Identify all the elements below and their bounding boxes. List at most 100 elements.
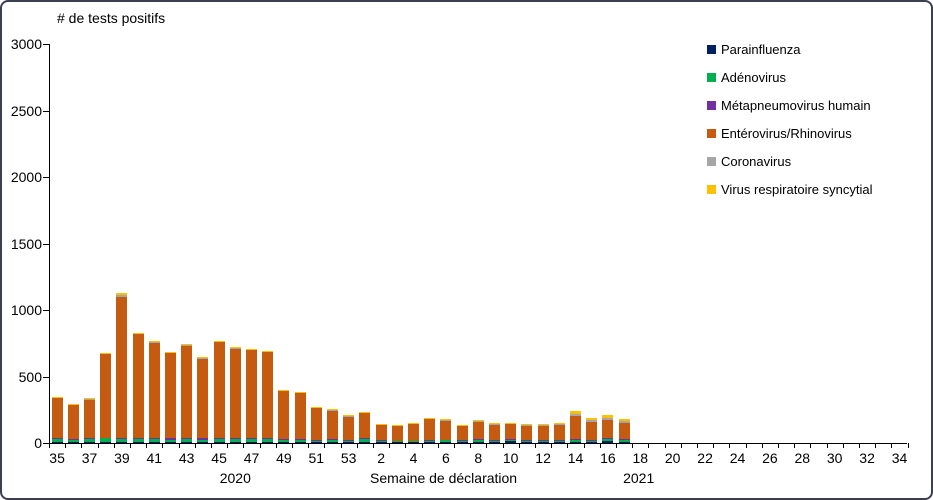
- bar-segment-ent-rovirus-rhinovirus: [505, 423, 517, 440]
- bar-segment-parainfluenza: [246, 441, 257, 443]
- bar-segment-ent-rovirus-rhinovirus: [489, 424, 500, 441]
- bar-segment-ent-rovirus-rhinovirus: [148, 342, 160, 438]
- bar-segment-virus-respiratoire-syncytial: [116, 292, 128, 295]
- x-tick-label: 6: [441, 450, 450, 466]
- bar-segment-coronavirus: [521, 424, 533, 426]
- bar-segment-virus-respiratoire-syncytial: [537, 423, 549, 425]
- x-tick-mark: [583, 443, 585, 448]
- bar-segment-coronavirus: [197, 357, 209, 359]
- x-tick-mark: [697, 443, 698, 448]
- bar-week-44: [197, 357, 209, 443]
- x-tick-mark: [875, 443, 877, 448]
- legend-swatch: [707, 44, 716, 54]
- y-tick-label: 2500: [10, 102, 42, 119]
- x-tick-label: 49: [276, 450, 292, 466]
- bar-segment-virus-respiratoire-syncytial: [294, 391, 306, 393]
- x-tick-mark: [891, 443, 893, 448]
- bar-segment-coronavirus: [472, 420, 484, 422]
- x-tick-label: 8: [474, 450, 483, 466]
- x-tick-mark: [211, 443, 212, 448]
- bar-week-47: [246, 348, 257, 443]
- bar-segment-ent-rovirus-rhinovirus: [51, 397, 63, 439]
- bar-segment-ent-rovirus-rhinovirus: [375, 424, 387, 441]
- bar-week-50: [294, 391, 306, 443]
- bar-segment-ad-novirus: [327, 439, 338, 443]
- bar-segment-ent-rovirus-rhinovirus: [294, 392, 306, 439]
- x-tick-mark: [146, 443, 148, 448]
- x-tick-label: 2: [377, 450, 385, 466]
- legend-label: Parainfluenza: [721, 41, 801, 57]
- bar-segment-parainfluenza: [391, 442, 403, 443]
- x-tick-mark: [778, 443, 779, 448]
- y-tick-mark: [43, 44, 49, 45]
- bar-segment-parainfluenza: [327, 442, 338, 443]
- bar-segment-parainfluenza: [618, 441, 630, 443]
- bar-segment-ent-rovirus-rhinovirus: [440, 420, 452, 440]
- x-tick-mark: [729, 443, 731, 448]
- bar-segment-ent-rovirus-rhinovirus: [84, 399, 95, 439]
- bar-week-38: [100, 352, 112, 443]
- bar-segment-m-tapneumovirus-humain: [343, 439, 355, 441]
- bar-segment-coronavirus: [618, 421, 630, 424]
- bar-segment-virus-respiratoire-syncytial: [375, 423, 387, 425]
- bar-segment-virus-respiratoire-syncytial: [213, 340, 225, 342]
- bar-segment-parainfluenza: [84, 441, 95, 443]
- bar-segment-m-tapneumovirus-humain: [359, 438, 371, 439]
- x-tick-mark: [405, 443, 407, 448]
- bar-segment-ent-rovirus-rhinovirus: [181, 345, 193, 438]
- bar-week-9: [489, 423, 500, 443]
- x-tick-label: 43: [178, 450, 195, 466]
- bar-segment-ad-novirus: [213, 439, 225, 443]
- bar-segment-parainfluenza: [472, 441, 484, 443]
- y-tick-mark: [43, 310, 49, 311]
- bar-segment-parainfluenza: [537, 442, 549, 443]
- bar-segment-m-tapneumovirus-humain: [51, 438, 63, 439]
- bar-segment-ad-novirus: [391, 441, 403, 443]
- bar-segment-virus-respiratoire-syncytial: [343, 415, 355, 417]
- bar-segment-parainfluenza: [521, 441, 533, 443]
- bar-segment-ad-novirus: [148, 438, 160, 442]
- bar-segment-coronavirus: [537, 424, 549, 426]
- y-tick-mark: [43, 443, 49, 444]
- bar-segment-virus-respiratoire-syncytial: [391, 424, 403, 426]
- bar-week-3: [391, 424, 403, 443]
- x-tick-mark: [859, 443, 860, 448]
- x-tick-mark: [373, 443, 374, 448]
- x-tick-label: 20: [664, 450, 681, 466]
- bar-segment-virus-respiratoire-syncytial: [456, 425, 468, 426]
- bar-segment-coronavirus: [116, 294, 128, 298]
- x-tick-label: 39: [114, 450, 130, 466]
- bar-week-6: [440, 419, 452, 443]
- bar-segment-ent-rovirus-rhinovirus: [359, 413, 371, 439]
- bar-segment-ad-novirus: [51, 439, 63, 442]
- bar-segment-parainfluenza: [602, 440, 614, 443]
- bar-segment-m-tapneumovirus-humain: [294, 439, 306, 440]
- bar-segment-virus-respiratoire-syncytial: [246, 348, 257, 350]
- bar-segment-virus-respiratoire-syncytial: [84, 398, 95, 400]
- bar-week-15: [586, 417, 598, 443]
- bar-segment-parainfluenza: [148, 441, 160, 443]
- x-tick-label: 47: [243, 450, 260, 466]
- legend-label: Entérovirus/Rhinovirus: [721, 125, 852, 141]
- bar-segment-ent-rovirus-rhinovirus: [213, 342, 225, 438]
- bar-week-12: [537, 423, 549, 443]
- x-tick-mark: [535, 443, 536, 448]
- bar-week-46: [229, 347, 241, 443]
- bar-segment-ent-rovirus-rhinovirus: [229, 348, 241, 438]
- bar-segment-parainfluenza: [165, 442, 176, 443]
- bar-week-2: [375, 423, 387, 443]
- x-tick-label: 41: [146, 450, 163, 466]
- bar-segment-coronavirus: [148, 341, 160, 343]
- bar-segment-virus-respiratoire-syncytial: [165, 351, 176, 353]
- bar-week-4: [408, 422, 419, 443]
- bar-segment-ad-novirus: [618, 439, 630, 442]
- bar-segment-coronavirus: [165, 352, 176, 354]
- bar-segment-coronavirus: [570, 413, 581, 416]
- bar-segment-parainfluenza: [197, 442, 209, 443]
- bar-segment-parainfluenza: [586, 442, 598, 443]
- x-tick-mark: [437, 443, 439, 448]
- bar-week-40: [132, 332, 144, 443]
- x-tick-mark: [680, 443, 682, 448]
- bar-segment-ad-novirus: [278, 439, 290, 443]
